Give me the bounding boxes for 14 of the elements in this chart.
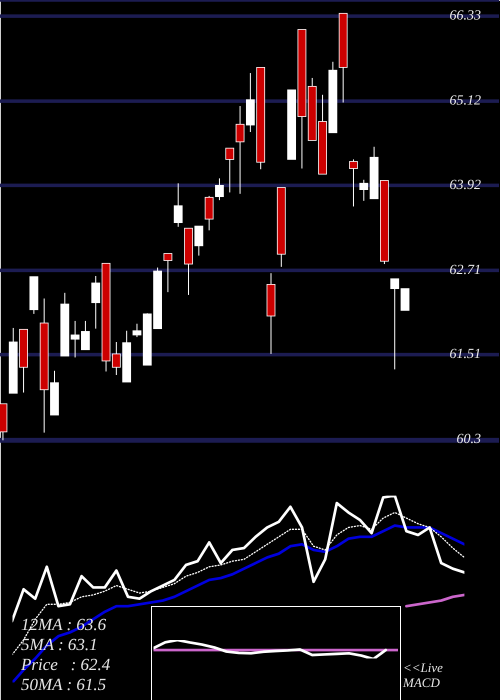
y-tick-label: 60.3 xyxy=(456,432,481,448)
candlestick xyxy=(225,148,234,193)
annotation: <<Live MACD xyxy=(403,660,444,690)
candlestick xyxy=(215,178,224,201)
y-tick-label: 66.33 xyxy=(450,8,481,24)
candlestick xyxy=(174,182,183,228)
candlestick xyxy=(204,195,214,231)
candlestick xyxy=(349,158,358,207)
annotation: 50MA : 61.5 xyxy=(21,675,106,694)
y-tick-label: 63.92 xyxy=(450,178,481,193)
y-tick-label: 65.12 xyxy=(450,94,481,109)
candlestick xyxy=(163,253,172,293)
y-tick-label: 61.51 xyxy=(450,347,481,362)
y-tick-label: 62.71 xyxy=(450,262,481,278)
